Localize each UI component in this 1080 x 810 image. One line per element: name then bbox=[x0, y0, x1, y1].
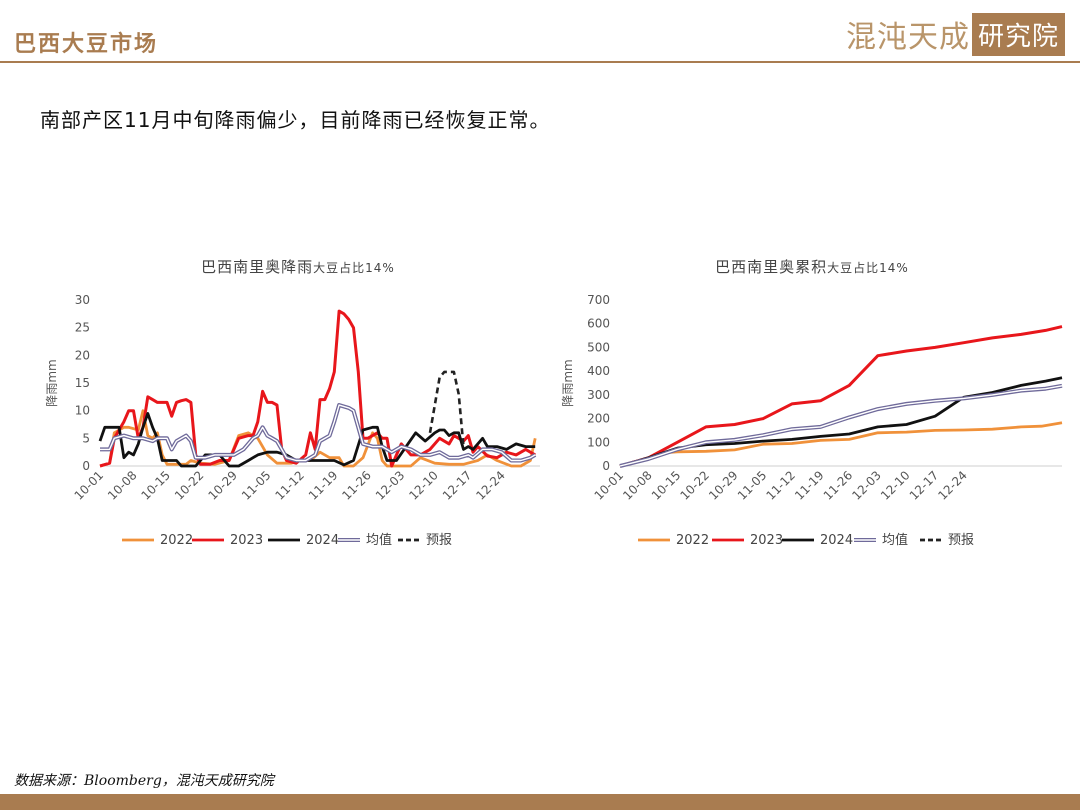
y-tick-label: 400 bbox=[587, 364, 610, 378]
x-tick-label: 11-19 bbox=[306, 468, 341, 503]
y-tick-label: 15 bbox=[75, 376, 90, 390]
y-tick-label: 700 bbox=[587, 293, 610, 307]
x-tick-label: 12-10 bbox=[878, 468, 913, 503]
source-note: 数据来源：Bloomberg，混沌天成研究院 bbox=[14, 773, 274, 789]
y-tick-label: 500 bbox=[587, 340, 610, 354]
x-tick-label: 10-29 bbox=[205, 468, 240, 503]
y-axis-label: 降雨mm bbox=[561, 359, 575, 406]
legend-label: 2022 bbox=[676, 533, 709, 548]
x-tick-label: 11-05 bbox=[239, 468, 274, 503]
x-tick-label: 12-24 bbox=[935, 468, 970, 503]
brand-logo-box: 研究院 bbox=[972, 12, 1066, 56]
legend-label: 2022 bbox=[160, 533, 193, 548]
x-tick-label: 10-08 bbox=[105, 468, 140, 503]
y-tick-label: 0 bbox=[82, 459, 90, 473]
x-tick-label: 11-26 bbox=[339, 468, 374, 503]
series-line-2022 bbox=[619, 421, 1063, 468]
legend-label: 预报 bbox=[948, 533, 974, 548]
x-tick-label: 10-22 bbox=[172, 468, 207, 503]
legend-label: 2023 bbox=[750, 533, 783, 548]
legend-label: 2024 bbox=[306, 533, 339, 548]
chart-title: 巴西南里奥降雨大豆占比14% bbox=[201, 258, 395, 276]
y-tick-label: 600 bbox=[587, 317, 610, 331]
series-line-2023 bbox=[619, 325, 1063, 468]
y-tick-label: 30 bbox=[75, 293, 90, 307]
x-tick-label: 11-05 bbox=[735, 468, 770, 503]
series-line-avg-outline bbox=[619, 383, 1063, 468]
legend-label: 2023 bbox=[230, 533, 263, 548]
page-title: 巴西大豆市场 bbox=[14, 31, 159, 57]
x-tick-label: 12-03 bbox=[849, 468, 884, 503]
x-tick-label: 10-01 bbox=[592, 468, 627, 503]
x-tick-label: 10-22 bbox=[678, 468, 713, 503]
x-tick-label: 11-26 bbox=[821, 468, 856, 503]
x-tick-label: 11-12 bbox=[272, 468, 307, 503]
x-tick-label: 11-19 bbox=[792, 468, 827, 503]
x-tick-label: 10-08 bbox=[620, 468, 655, 503]
series-line-forecast bbox=[428, 370, 465, 447]
header-divider bbox=[0, 61, 1080, 63]
x-tick-label: 12-10 bbox=[406, 468, 441, 503]
x-tick-label: 10-15 bbox=[649, 468, 684, 503]
bottom-bar bbox=[0, 794, 1080, 810]
series-line-avg bbox=[100, 404, 536, 462]
x-tick-label: 12-24 bbox=[473, 468, 508, 503]
y-axis-label: 降雨mm bbox=[45, 359, 59, 406]
y-tick-label: 5 bbox=[82, 431, 90, 445]
x-tick-label: 10-15 bbox=[139, 468, 174, 503]
y-tick-label: 25 bbox=[75, 321, 90, 335]
chart-title: 巴西南里奥累积大豆占比14% bbox=[715, 258, 909, 276]
legend-label: 预报 bbox=[426, 533, 452, 548]
x-tick-label: 12-17 bbox=[440, 468, 475, 503]
y-tick-label: 20 bbox=[75, 348, 90, 362]
x-tick-label: 10-01 bbox=[72, 468, 107, 503]
x-tick-label: 10-29 bbox=[706, 468, 741, 503]
y-tick-label: 10 bbox=[75, 404, 90, 418]
x-tick-label: 11-12 bbox=[763, 468, 798, 503]
series-line-avg bbox=[619, 385, 1063, 467]
x-tick-label: 12-03 bbox=[373, 468, 408, 503]
legend-label: 均值 bbox=[882, 532, 908, 548]
legend-label: 2024 bbox=[820, 533, 853, 548]
y-tick-label: 100 bbox=[587, 435, 610, 449]
legend-label: 均值 bbox=[366, 532, 392, 548]
rainfall-chart: 巴西南里奥降雨大豆占比14% 降雨mm 0 5 10 15 20 25 30 10-0110-08… bbox=[45, 258, 540, 548]
y-tick-label: 0 bbox=[602, 459, 610, 473]
y-tick-label: 300 bbox=[587, 388, 610, 402]
brand-logo: 混沌天成 研究院 bbox=[846, 12, 1066, 56]
x-tick-label: 12-17 bbox=[907, 468, 942, 503]
slide-subtitle: 南部产区11月中旬降雨偏少，目前降雨已经恢复正常。 bbox=[40, 108, 551, 132]
series-line-2023 bbox=[99, 309, 536, 468]
cumulative-chart: 巴西南里奥累积大豆占比14% 降雨mm 0 100 200 300 400 500 600 700… bbox=[561, 258, 1063, 548]
brand-logo-main: 混沌天成 bbox=[846, 20, 970, 55]
y-tick-label: 200 bbox=[587, 412, 610, 426]
